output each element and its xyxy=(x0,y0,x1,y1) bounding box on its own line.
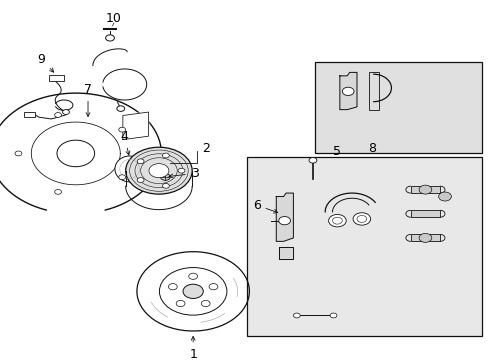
Text: 7: 7 xyxy=(84,83,92,117)
Text: 1: 1 xyxy=(189,337,197,360)
Polygon shape xyxy=(276,193,293,241)
Polygon shape xyxy=(122,112,148,140)
Circle shape xyxy=(125,147,192,194)
Circle shape xyxy=(438,192,450,201)
Circle shape xyxy=(57,140,94,167)
Circle shape xyxy=(209,284,218,290)
Bar xyxy=(246,157,481,336)
Circle shape xyxy=(55,113,61,117)
Circle shape xyxy=(278,216,290,225)
Text: 9: 9 xyxy=(38,53,54,72)
Text: 5: 5 xyxy=(333,145,341,158)
Circle shape xyxy=(418,233,431,242)
Circle shape xyxy=(162,183,169,188)
Polygon shape xyxy=(339,72,356,110)
Circle shape xyxy=(329,313,336,318)
Circle shape xyxy=(418,185,431,194)
Circle shape xyxy=(176,301,184,307)
Circle shape xyxy=(162,153,169,158)
Circle shape xyxy=(62,110,69,114)
Bar xyxy=(410,186,439,193)
Bar xyxy=(315,62,481,153)
Text: 6: 6 xyxy=(252,199,277,213)
Circle shape xyxy=(183,284,203,298)
Text: 10: 10 xyxy=(106,13,122,26)
Circle shape xyxy=(201,301,210,307)
Circle shape xyxy=(293,313,300,318)
Circle shape xyxy=(117,106,124,111)
Text: 4: 4 xyxy=(121,130,130,155)
Text: 3: 3 xyxy=(169,167,198,180)
Polygon shape xyxy=(278,247,293,258)
Circle shape xyxy=(328,215,346,227)
Circle shape xyxy=(119,175,125,180)
Circle shape xyxy=(168,284,177,290)
Circle shape xyxy=(137,177,144,183)
Circle shape xyxy=(188,273,197,279)
Circle shape xyxy=(149,164,168,178)
Circle shape xyxy=(15,151,22,156)
Circle shape xyxy=(137,159,144,164)
Circle shape xyxy=(105,35,114,41)
Circle shape xyxy=(308,158,316,163)
Circle shape xyxy=(178,168,184,173)
Bar xyxy=(368,72,378,110)
Circle shape xyxy=(119,127,125,132)
Bar xyxy=(410,210,439,217)
Circle shape xyxy=(55,189,61,194)
Circle shape xyxy=(160,174,170,180)
Bar xyxy=(49,75,63,81)
Bar xyxy=(410,234,439,241)
Circle shape xyxy=(352,213,370,225)
Text: 2: 2 xyxy=(202,142,209,155)
Circle shape xyxy=(342,87,353,95)
Text: 8: 8 xyxy=(367,142,375,155)
Bar xyxy=(24,112,35,117)
Ellipse shape xyxy=(115,156,144,182)
